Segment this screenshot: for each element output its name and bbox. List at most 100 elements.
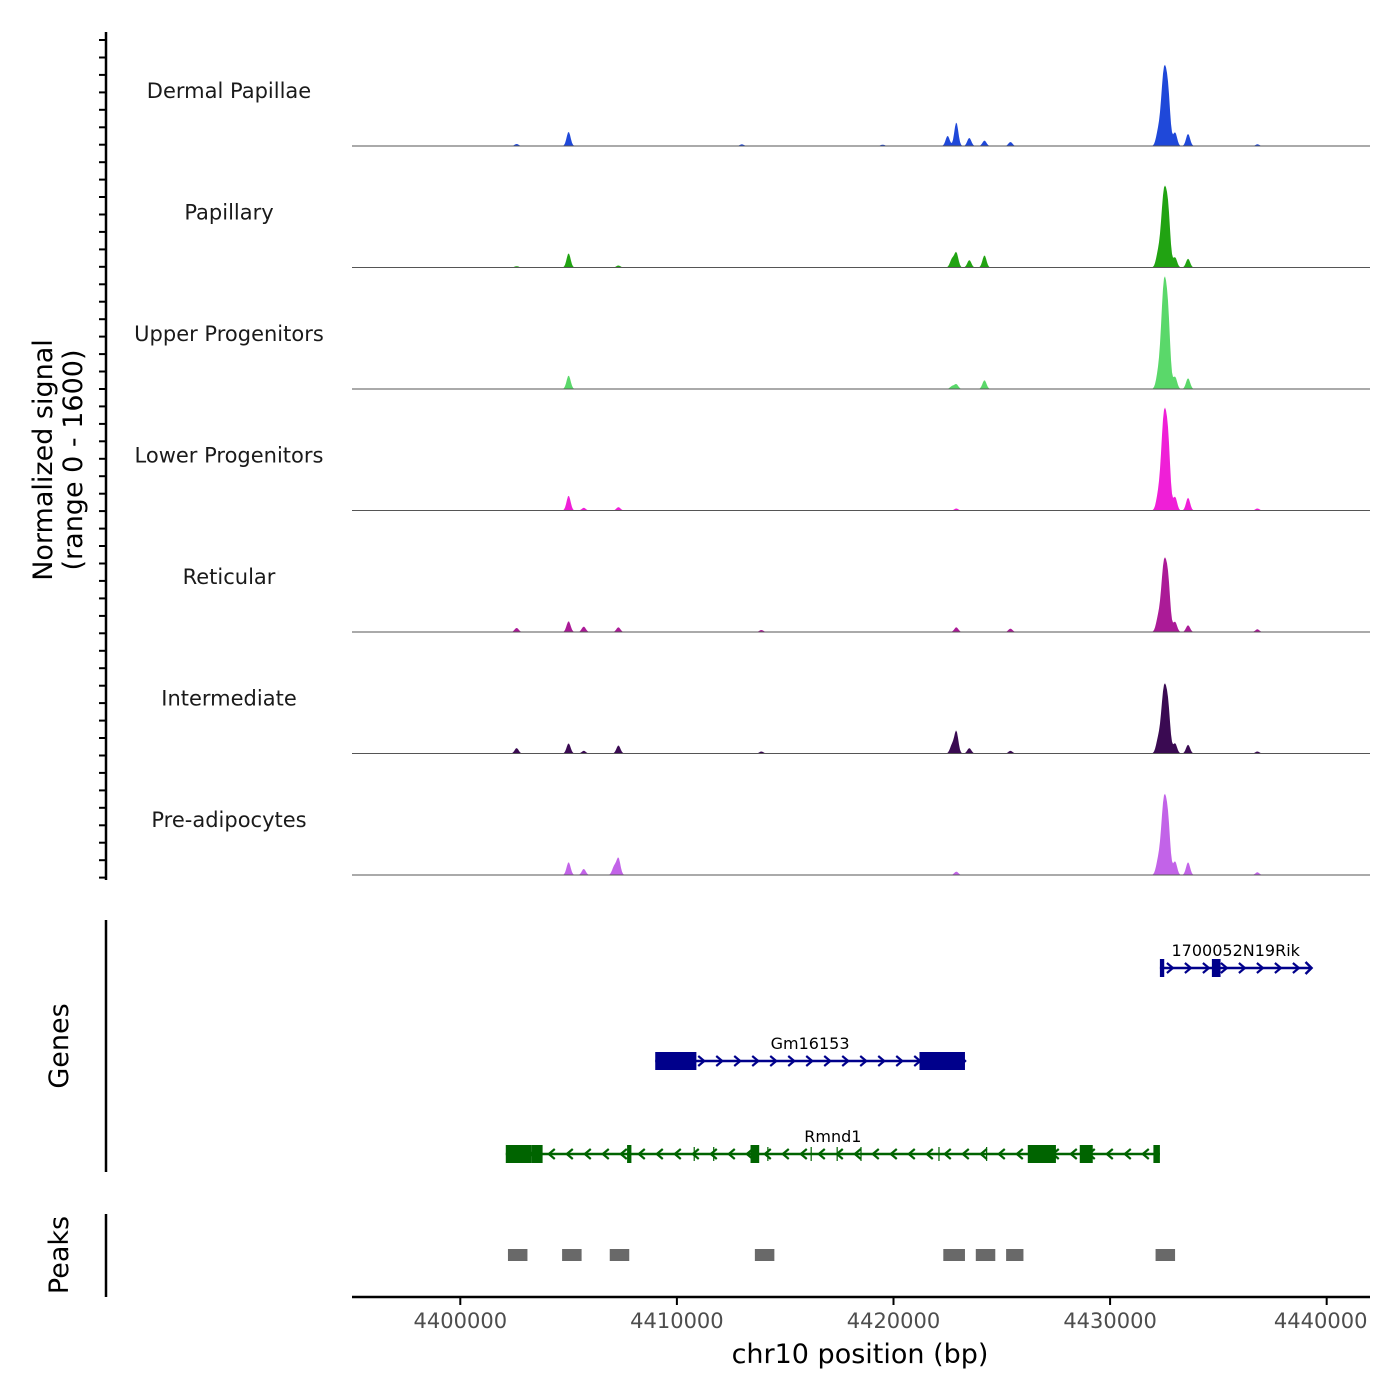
strand-chevron <box>1304 961 1314 975</box>
gene-rmnd1: Rmnd1 <box>505 1127 1160 1163</box>
strand-chevron <box>1166 962 1175 974</box>
genes-track-title: Genes <box>44 1003 75 1088</box>
strand-chevron <box>715 1055 724 1067</box>
strand-chevron <box>1274 962 1283 974</box>
strand-chevron <box>1069 1148 1078 1160</box>
strand-chevron <box>547 1148 556 1160</box>
exon <box>750 1145 760 1163</box>
track-label: Reticular <box>183 565 276 589</box>
strand-chevron <box>841 1055 850 1067</box>
peak-region <box>507 1249 528 1261</box>
x-axis-title: chr10 position (bp) <box>732 1339 989 1370</box>
x-tick-label: 4420000 <box>847 1309 941 1333</box>
strand-chevron <box>727 1148 736 1160</box>
gene-gm16153: Gm16153 <box>655 1034 967 1070</box>
strand-chevron <box>1292 962 1301 974</box>
gene-label: Rmnd1 <box>804 1127 861 1146</box>
strand-chevron <box>1105 1148 1114 1160</box>
strand-chevron <box>1238 962 1247 974</box>
peak-region <box>1155 1249 1176 1261</box>
peaks-track <box>507 1249 1176 1261</box>
strand-chevron <box>751 1055 760 1067</box>
track-label: Upper Progenitors <box>134 322 324 346</box>
exon <box>1079 1145 1093 1163</box>
exon <box>627 1145 632 1163</box>
strand-chevron <box>997 1148 1006 1160</box>
signal-area <box>352 64 1370 146</box>
strand-chevron <box>1220 962 1229 974</box>
track-pre-adipocytes: Pre-adipocytes <box>151 793 1370 876</box>
peaks-track-title: Peaks <box>44 1216 75 1294</box>
track-dermal-papillae: Dermal Papillae <box>147 64 1370 147</box>
track-label: Lower Progenitors <box>135 444 324 468</box>
strand-chevron <box>979 1148 988 1160</box>
exon <box>1159 959 1165 977</box>
signal-area <box>352 185 1370 268</box>
coverage-tracks: Dermal Papillae Papillary Upper Progenitor… <box>134 64 1370 876</box>
strand-chevron <box>769 1055 778 1067</box>
exon <box>655 1052 697 1070</box>
strand-chevron <box>583 1148 592 1160</box>
peak-region <box>1006 1249 1024 1261</box>
signal-area <box>352 407 1370 511</box>
strand-chevron <box>871 1148 880 1160</box>
x-tick-label: 4430000 <box>1063 1309 1157 1333</box>
strand-chevron <box>637 1148 646 1160</box>
strand-chevron <box>565 1148 574 1160</box>
gene-label: Gm16153 <box>771 1034 850 1053</box>
strand-chevron <box>709 1148 718 1160</box>
track-papillary: Papillary <box>184 185 1370 268</box>
track-upper-progenitors: Upper Progenitors <box>134 276 1370 390</box>
strand-chevron <box>1184 962 1193 974</box>
track-label: Pre-adipocytes <box>151 808 306 832</box>
strand-chevron <box>1015 1148 1024 1160</box>
strand-chevron <box>799 1148 808 1160</box>
x-tick-label: 4410000 <box>630 1309 724 1333</box>
coverage-axis-title-range: (range 0 - 1600) <box>58 350 89 571</box>
coverage-y-ticks <box>99 39 106 879</box>
track-label: Papillary <box>184 201 273 225</box>
strand-chevron <box>1123 1148 1132 1160</box>
exon <box>531 1145 543 1163</box>
gene-label: 1700052N19Rik <box>1171 941 1300 960</box>
exon <box>919 1052 965 1070</box>
track-lower-progenitors: Lower Progenitors <box>135 407 1370 511</box>
strand-chevron <box>877 1055 886 1067</box>
strand-chevron <box>889 1148 898 1160</box>
strand-chevron <box>601 1148 610 1160</box>
coverage-axis-title: Normalized signal (range 0 - 1600) <box>28 339 89 581</box>
gene-1700052n19rik: 1700052N19Rik <box>1159 941 1314 977</box>
strand-chevron <box>1256 962 1265 974</box>
strand-chevron <box>619 1148 628 1160</box>
signal-area <box>352 683 1370 754</box>
strand-chevron <box>1202 962 1211 974</box>
exon <box>1211 959 1221 977</box>
exon <box>1027 1145 1056 1163</box>
signal-area <box>352 557 1370 632</box>
track-reticular: Reticular <box>183 557 1370 633</box>
strand-chevron <box>907 1148 916 1160</box>
strand-chevron <box>787 1055 796 1067</box>
track-intermediate: Intermediate <box>161 683 1370 754</box>
track-label: Intermediate <box>161 687 297 711</box>
strand-chevron <box>853 1148 862 1160</box>
strand-chevron <box>817 1148 826 1160</box>
strand-chevron <box>655 1148 664 1160</box>
strand-chevron <box>805 1055 814 1067</box>
strand-chevron <box>859 1055 868 1067</box>
strand-chevron <box>673 1148 682 1160</box>
strand-chevron <box>1141 1148 1150 1160</box>
strand-chevron <box>943 1148 952 1160</box>
strand-chevron <box>733 1055 742 1067</box>
signal-area <box>352 276 1370 389</box>
strand-chevron <box>823 1055 832 1067</box>
peak-region <box>754 1249 775 1261</box>
x-axis-ticks: 4400000 4410000 4420000 4430000 4440000 <box>414 1297 1367 1333</box>
coverage-axis-title-main: Normalized signal <box>28 339 59 581</box>
strand-chevron <box>961 1148 970 1160</box>
peak-region <box>943 1249 965 1261</box>
exon <box>505 1145 532 1163</box>
exon <box>1153 1145 1160 1163</box>
strand-chevron <box>697 1055 706 1067</box>
